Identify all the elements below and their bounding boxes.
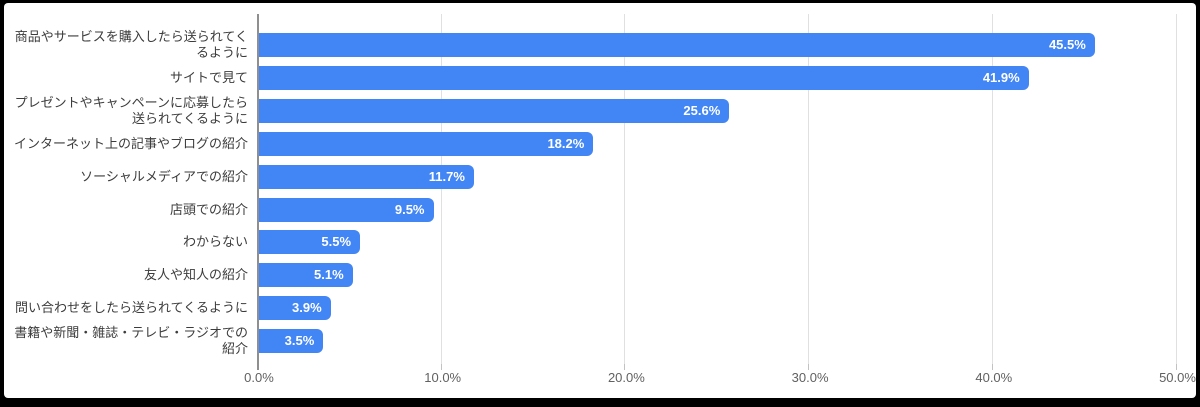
x-axis-tick-label: 50.0% [1159, 370, 1196, 385]
x-axis-tick [624, 364, 626, 370]
category-label: プレゼントやキャンペーンに応募したら 送られてくるように [14, 94, 248, 126]
bar[interactable]: 11.7% [259, 164, 474, 189]
x-axis-tick-label: 30.0% [791, 370, 829, 385]
category-label: 問い合わせをしたら送られてくるように [15, 300, 248, 316]
gridline [808, 14, 810, 364]
bar[interactable]: 41.9% [259, 65, 1029, 90]
bar[interactable]: 25.6% [259, 98, 730, 123]
category-label: 書籍や新聞・雑誌・テレビ・ラジオでの 紹介 [14, 325, 248, 357]
x-axis-tick [440, 364, 442, 370]
bar[interactable]: 9.5% [259, 197, 434, 222]
bar-value-label: 11.7% [428, 168, 465, 184]
x-axis-tick-label: 0.0% [244, 370, 274, 385]
bar[interactable]: 5.1% [259, 263, 353, 288]
x-axis-tick [808, 364, 810, 370]
category-label: 友人や知人の紹介 [143, 267, 248, 283]
bar[interactable]: 18.2% [259, 131, 594, 156]
bar-value-label: 25.6% [683, 102, 721, 118]
bar-value-label: 5.1% [314, 267, 344, 283]
category-label: 商品やサービスを購入したら送られてく るように [14, 29, 248, 60]
category-label: サイトで見て [169, 69, 248, 85]
gridline [991, 14, 993, 364]
category-label: インターネット上の記事やブログの紹介 [13, 135, 248, 151]
x-axis-tick-label: 10.0% [424, 370, 462, 385]
x-axis-tick [1175, 364, 1177, 370]
bar-value-label: 18.2% [547, 135, 585, 151]
gridline [1175, 14, 1177, 364]
bar-value-label: 5.5% [321, 234, 352, 250]
bar[interactable]: 45.5% [259, 33, 1095, 57]
bar-value-label: 45.5% [1048, 37, 1086, 52]
bar-value-label: 3.9% [292, 300, 322, 316]
x-axis-tick-label: 20.0% [607, 370, 645, 385]
bar-value-label: 41.9% [982, 69, 1020, 85]
category-label: 店頭での紹介 [169, 201, 248, 217]
category-label: ソーシャルメディアでの紹介 [80, 168, 248, 184]
y-axis-line [257, 14, 259, 370]
gridline [624, 14, 626, 364]
bar[interactable]: 3.5% [259, 329, 324, 354]
bar-value-label: 9.5% [394, 201, 425, 217]
x-axis-tick [991, 364, 993, 370]
x-axis-tick-label: 40.0% [975, 370, 1013, 385]
bar-value-label: 3.5% [284, 333, 315, 349]
category-label: わからない [182, 234, 248, 250]
bar[interactable]: 5.5% [259, 230, 361, 255]
bar[interactable]: 3.9% [259, 296, 331, 321]
gridline [440, 14, 442, 364]
